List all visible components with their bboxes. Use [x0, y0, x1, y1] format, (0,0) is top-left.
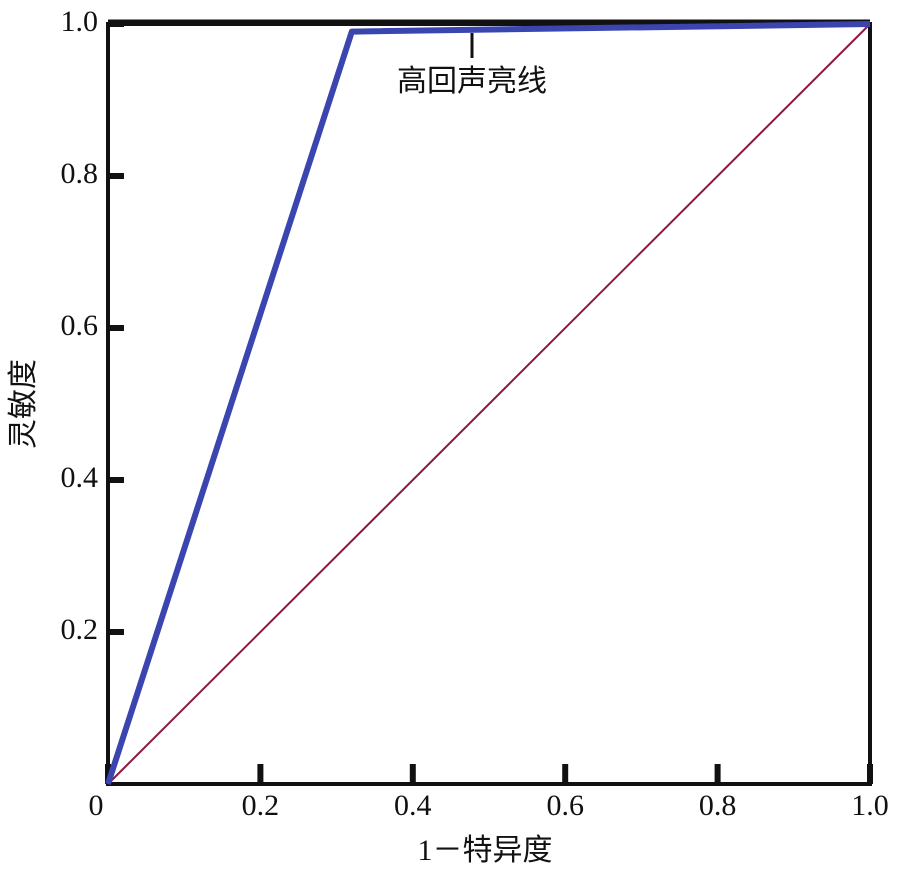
y-tick-label: 1.0: [61, 5, 99, 38]
x-tick-label: 0.6: [546, 789, 584, 822]
y-axis-label: 灵敏度: [7, 359, 40, 449]
y-tick-label: 0.4: [61, 461, 99, 494]
y-tick-label: 0.6: [61, 309, 99, 342]
series-line: [105, 21, 871, 785]
x-tick-label: 0.8: [699, 789, 737, 822]
x-tick-label: 1.0: [851, 789, 889, 822]
x-tick-label: 0.2: [242, 789, 280, 822]
annotation: 高回声亮线: [397, 65, 547, 98]
y-tick-label: 0.8: [61, 157, 99, 190]
series-line: [107, 23, 871, 785]
x-tick-label: 0: [89, 789, 104, 822]
y-tick-label: 0.2: [61, 613, 99, 646]
x-axis-label: 1－特异度: [418, 834, 553, 867]
x-tick-label: 0.4: [394, 789, 432, 822]
